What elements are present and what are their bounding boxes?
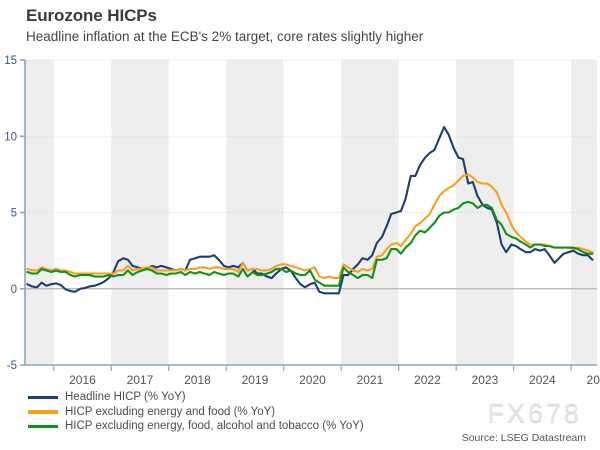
y-axis-tick-label: 10 — [4, 131, 17, 143]
page-title: Eurozone HICPs — [26, 6, 157, 25]
legend-label-core-ex-all: HICP excluding energy, food, alcohol and… — [65, 420, 364, 432]
legend-label-headline: Headline HICP (% YoY) — [65, 391, 186, 403]
y-axis-tick-label: 0 — [11, 284, 17, 296]
x-axis-tick-label: 2019 — [242, 373, 269, 387]
x-axis-tick-label: 2017 — [127, 373, 154, 387]
y-axis-tick-label: -5 — [7, 360, 17, 372]
x-axis-tick-label: 2022 — [414, 373, 441, 387]
legend-item-core-ex-energy-food[interactable]: HICP excluding energy and food (% YoY) — [28, 405, 364, 420]
x-axis-tick-label: 2021 — [357, 373, 384, 387]
series-line — [26, 200, 594, 287]
series-line — [26, 126, 594, 295]
source-attribution: Source: LSEG Datastream — [461, 432, 586, 444]
legend-swatch-headline — [28, 395, 58, 399]
legend-item-core-ex-all[interactable]: HICP excluding energy, food, alcohol and… — [28, 419, 364, 434]
legend-label-core-ex-energy-food: HICP excluding energy and food (% YoY) — [65, 405, 276, 418]
legend-swatch-core-ex-all — [28, 424, 58, 428]
legend-item-headline[interactable]: Headline HICP (% YoY) — [28, 390, 364, 405]
year-band — [571, 60, 597, 365]
plot-right-mask — [597, 58, 600, 373]
x-axis-tick-label: 2016 — [69, 373, 96, 387]
x-axis-tick-label: 2020 — [299, 373, 326, 387]
x-axis-tick-label: 2024 — [529, 373, 556, 387]
x-axis-tick-label: 2018 — [184, 373, 211, 387]
y-axis-tick-label: 15 — [4, 55, 17, 67]
chart-legend: Headline HICP (% YoY) HICP excluding ene… — [28, 390, 364, 434]
year-band — [111, 60, 169, 365]
series-line — [26, 173, 594, 280]
x-axis-tick-label: 2023 — [472, 373, 499, 387]
legend-swatch-core-ex-energy-food — [28, 410, 58, 414]
y-axis-tick-label: 5 — [11, 208, 17, 220]
page-subtitle: Headline inflation at the ECB's 2% targe… — [26, 29, 424, 44]
x-axis-tick-label: 2025 — [587, 373, 600, 387]
year-band — [226, 60, 284, 365]
